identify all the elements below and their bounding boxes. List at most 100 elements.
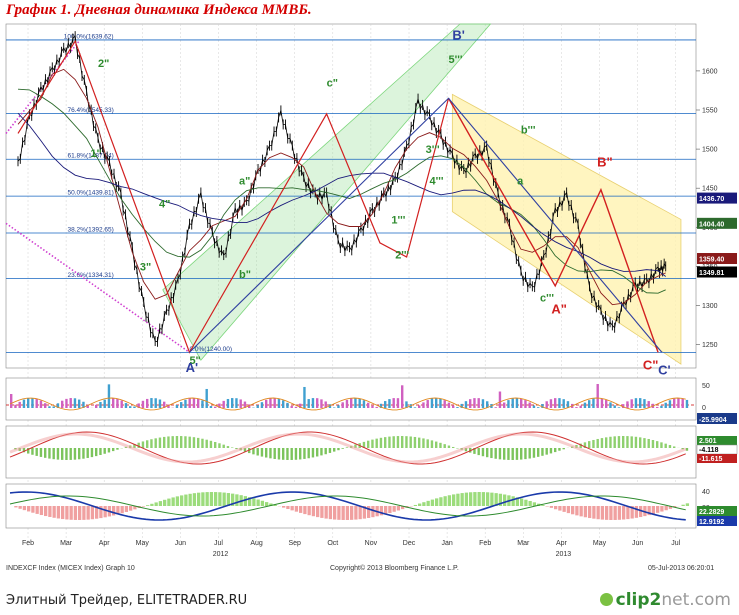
osc3-area-bar bbox=[154, 502, 158, 506]
osc2-bar bbox=[167, 436, 170, 448]
osc3-area-bar bbox=[426, 500, 430, 506]
osc2-bar bbox=[90, 448, 94, 458]
osc1-bar bbox=[333, 407, 336, 408]
osc2-bar bbox=[299, 448, 302, 460]
osc3-area-bar bbox=[626, 506, 630, 520]
osc3-area-bar bbox=[56, 506, 61, 519]
osc3-area-bar bbox=[95, 506, 99, 519]
osc3-area-bar bbox=[48, 506, 52, 517]
osc3-area-bar bbox=[520, 498, 524, 506]
osc2-bar bbox=[647, 438, 650, 448]
osc3-area-bar bbox=[171, 497, 175, 506]
osc1-bar bbox=[10, 394, 13, 408]
osc1-bar bbox=[554, 398, 557, 408]
osc3-area-bar bbox=[333, 506, 337, 520]
osc3-area-bar bbox=[120, 506, 124, 514]
osc2-bar bbox=[163, 436, 166, 448]
osc2-bar bbox=[354, 444, 357, 448]
osc2-bar bbox=[27, 448, 30, 454]
osc1-y-tick-label: 50 bbox=[702, 383, 710, 390]
osc2-bar bbox=[286, 448, 289, 460]
osc1-bar bbox=[214, 406, 217, 408]
osc2-bar bbox=[511, 448, 514, 460]
osc2-bar bbox=[532, 448, 536, 458]
osc3-area-bar bbox=[596, 506, 600, 520]
osc3-area-bar bbox=[316, 506, 320, 518]
osc1-bar bbox=[630, 399, 633, 408]
osc3-area-bar bbox=[358, 506, 362, 520]
osc2-bar bbox=[192, 437, 196, 448]
osc1-bar bbox=[14, 404, 17, 408]
osc3-area-bar bbox=[396, 506, 401, 511]
osc1-bar bbox=[146, 398, 149, 408]
osc1-bar bbox=[447, 402, 451, 408]
osc3-area-bar bbox=[371, 506, 375, 518]
osc1-bar bbox=[65, 398, 68, 408]
osc3-area-bar bbox=[469, 492, 473, 506]
osc3-area-bar bbox=[158, 501, 163, 506]
osc1-bar bbox=[494, 407, 497, 408]
osc2-bar bbox=[188, 436, 191, 448]
osc3-area-bar bbox=[205, 492, 209, 506]
osc3-area-bar bbox=[175, 496, 180, 506]
osc3-last-value-label: 12.9192 bbox=[699, 519, 724, 526]
osc1-bar bbox=[498, 391, 502, 408]
osc1-bar bbox=[452, 405, 455, 408]
osc3-area-bar bbox=[600, 506, 605, 520]
osc3-area-bar bbox=[192, 493, 197, 506]
osc3-area-bar bbox=[354, 506, 358, 520]
osc3-area-bar bbox=[435, 498, 439, 506]
osc2-bar bbox=[184, 436, 187, 448]
osc1-bar bbox=[235, 398, 238, 408]
osc1-bar bbox=[354, 398, 357, 408]
osc3-area-bar bbox=[226, 493, 231, 506]
osc1-bar bbox=[622, 404, 625, 408]
osc3-area-bar bbox=[622, 506, 626, 520]
osc2-bar bbox=[99, 448, 102, 455]
osc3-area-bar bbox=[592, 506, 596, 519]
osc2-red-line bbox=[9, 431, 686, 465]
x-tick-label: May bbox=[593, 540, 607, 547]
osc2-bar bbox=[137, 442, 140, 448]
osc1-bar bbox=[541, 404, 544, 408]
osc2-bar bbox=[82, 448, 85, 459]
osc2-bar bbox=[222, 444, 225, 448]
red-wave-line-1 bbox=[17, 39, 450, 354]
last-value-box bbox=[697, 192, 737, 204]
osc3-area-bar bbox=[668, 506, 673, 509]
wave-label: 1" bbox=[90, 148, 101, 160]
osc2-bar bbox=[583, 442, 587, 448]
bottom-bar bbox=[0, 589, 739, 615]
osc2-bar bbox=[673, 446, 676, 448]
osc2-last-value-label: -11.615 bbox=[699, 456, 722, 463]
osc3-area-bar bbox=[464, 492, 469, 506]
osc1-bar bbox=[464, 401, 468, 408]
osc3-area-bar bbox=[61, 506, 65, 520]
osc2-bar bbox=[226, 446, 230, 448]
osc3-area-bar bbox=[345, 506, 350, 520]
osc2-bar bbox=[490, 448, 493, 459]
osc1-bar bbox=[248, 404, 251, 408]
osc2-bar bbox=[609, 436, 612, 448]
osc1-bar bbox=[503, 402, 506, 408]
osc3-area-bar bbox=[141, 506, 146, 507]
osc3-area-bar bbox=[477, 492, 481, 506]
osc2-bar bbox=[537, 448, 540, 457]
osc3-area-bar bbox=[231, 493, 235, 506]
footer-right: 05-Jul-2013 06:20:01 bbox=[648, 565, 715, 572]
osc1-bar bbox=[656, 406, 659, 408]
osc1-bar bbox=[18, 401, 21, 408]
osc3-area-bar bbox=[460, 493, 464, 506]
osc1-bar bbox=[469, 399, 472, 408]
osc1-bar bbox=[56, 403, 60, 408]
osc3-area-bar bbox=[583, 506, 588, 518]
osc3-area-bar bbox=[73, 506, 78, 520]
osc2-bar bbox=[201, 438, 204, 448]
price-y-tick-label: 1250 bbox=[702, 342, 718, 349]
ma-mid-line bbox=[17, 88, 666, 294]
fib-level-label: 0.0%(1240.00) bbox=[189, 346, 232, 353]
osc3-area-bar bbox=[290, 506, 294, 511]
osc3-area-bar bbox=[99, 506, 103, 519]
osc1-bar bbox=[73, 398, 77, 408]
osc1-bar bbox=[673, 398, 676, 408]
